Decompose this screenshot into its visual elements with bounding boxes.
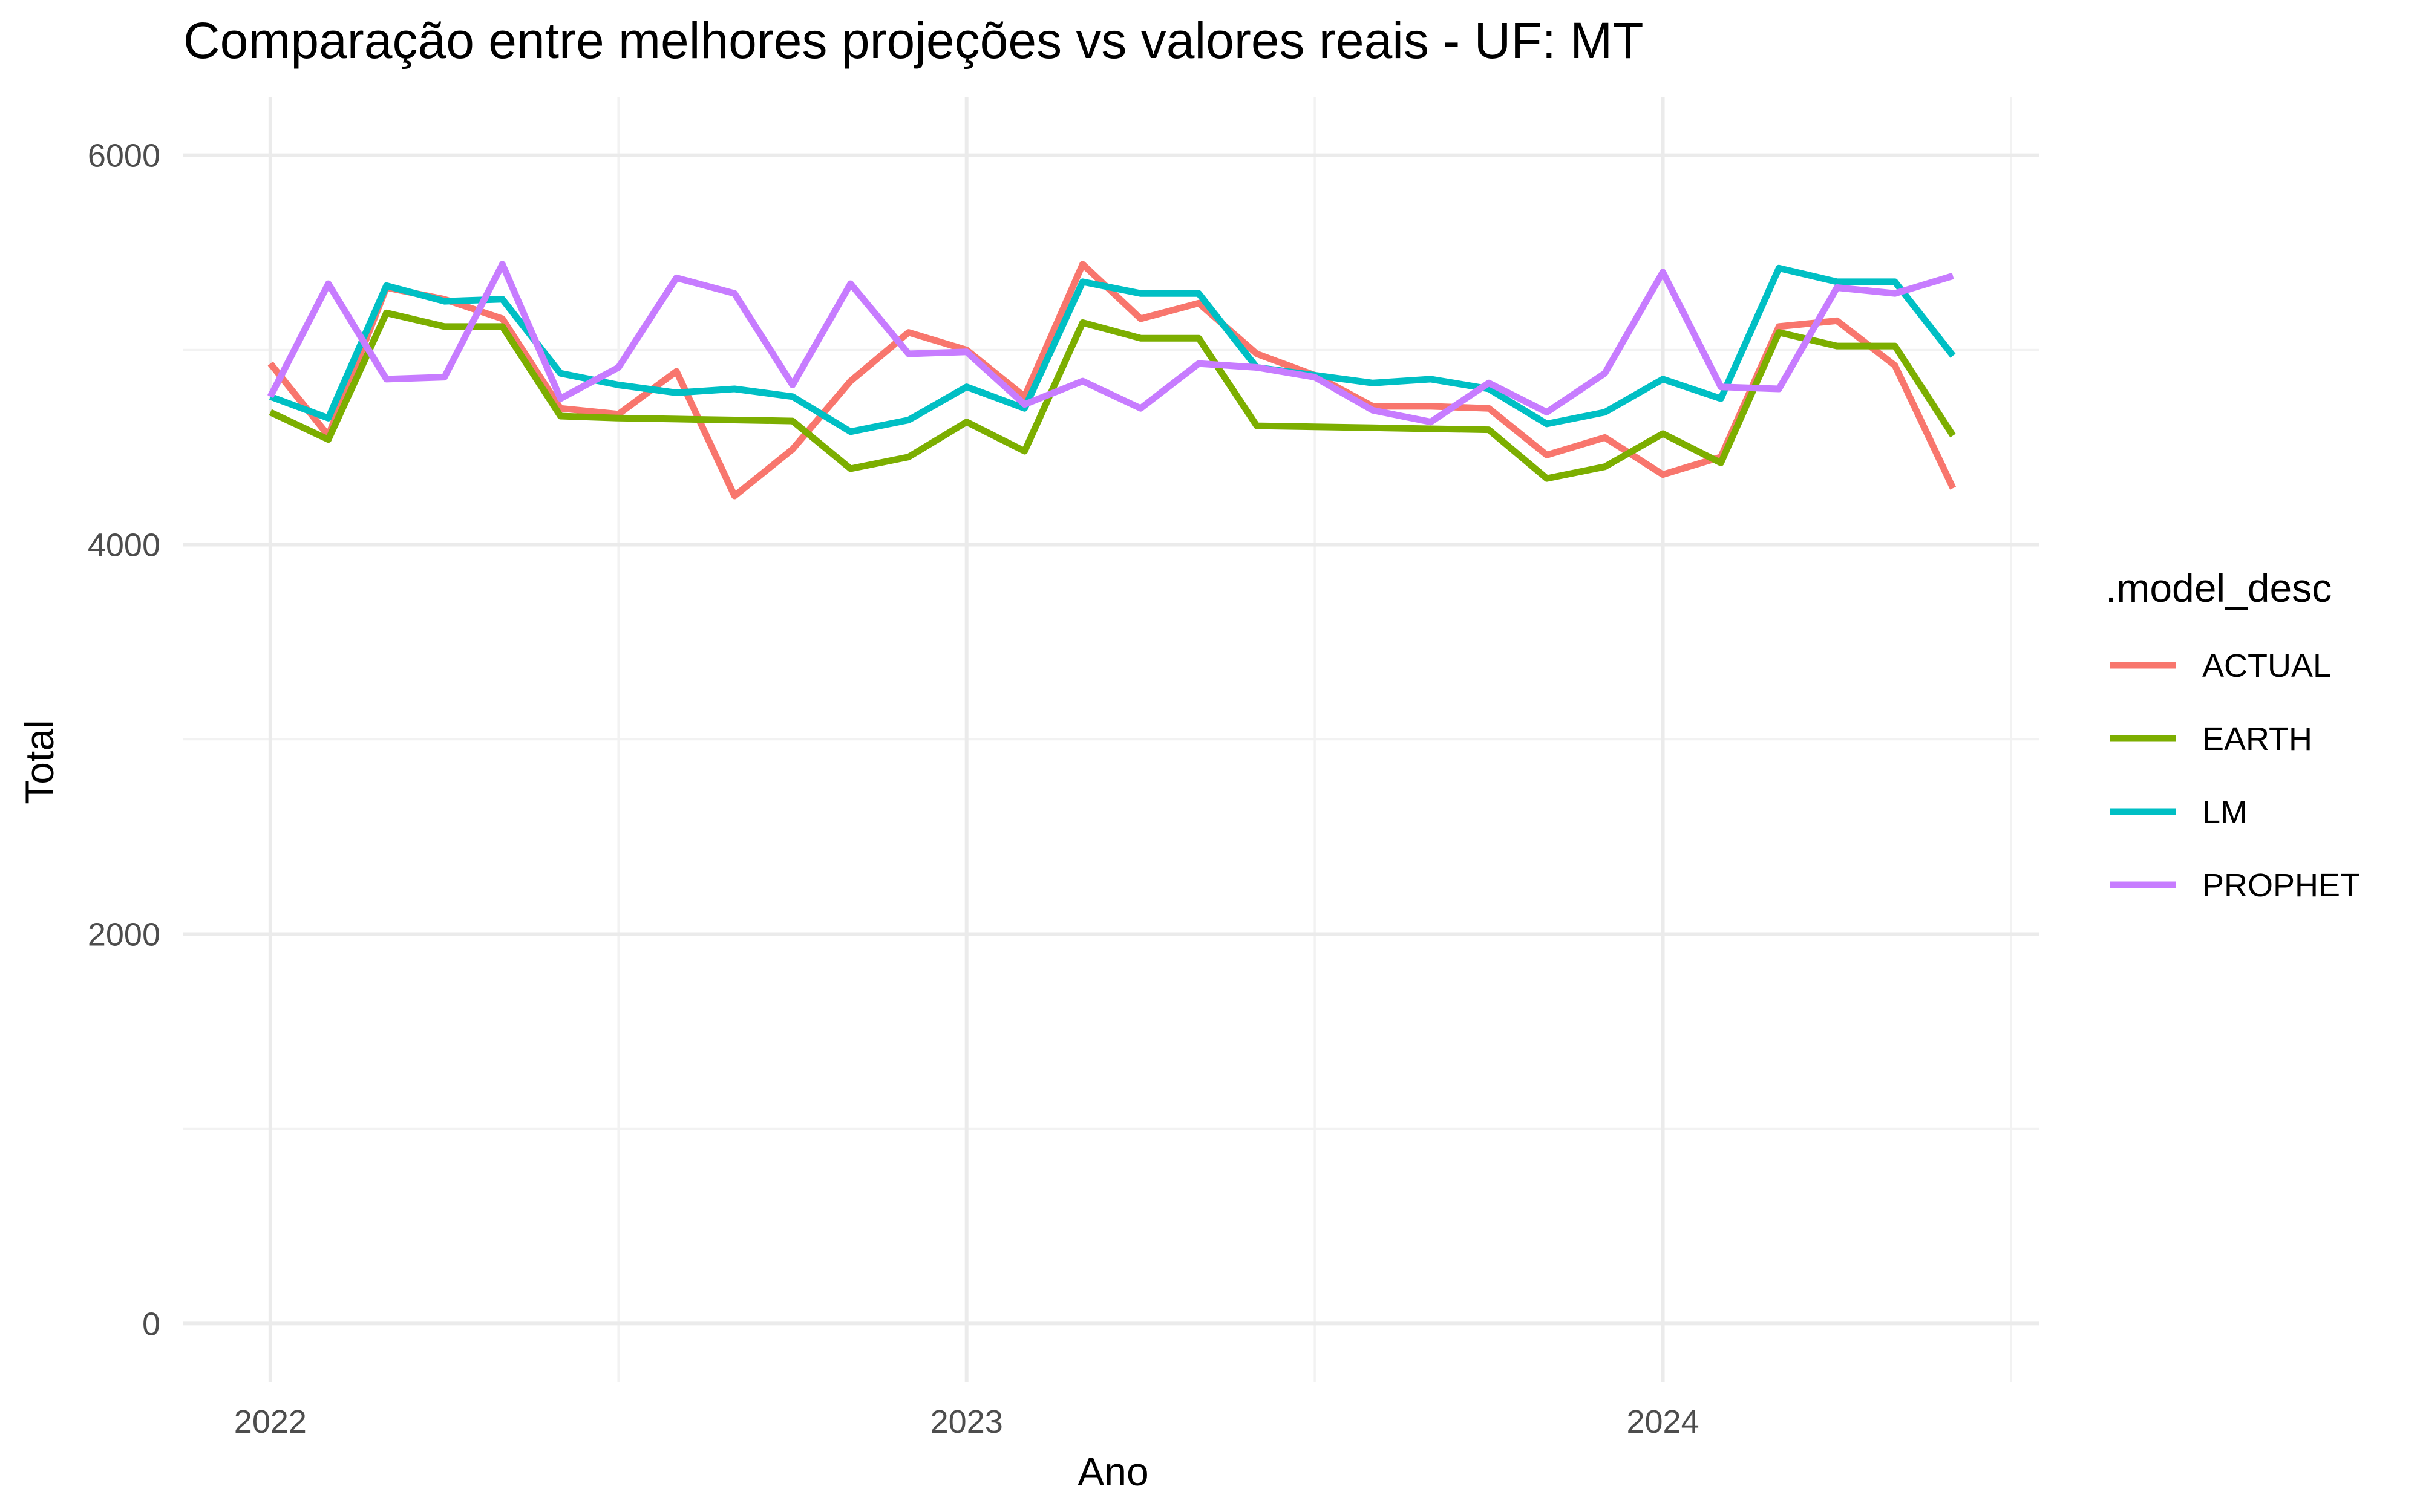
chart-title: Comparação entre melhores projeções vs v… — [183, 12, 1644, 69]
y-tick-label: 2000 — [88, 916, 160, 953]
legend: .model_desc ACTUAL EARTH LM PROPHET — [2105, 565, 2360, 904]
legend-label-lm: LM — [2202, 794, 2248, 830]
series-lines — [267, 261, 1957, 500]
series-line-lm — [269, 264, 1956, 435]
grid — [183, 97, 2039, 1382]
series-line-earth — [269, 309, 1956, 482]
legend-title: .model_desc — [2105, 565, 2332, 610]
x-axis-ticks: 2022 2023 2024 — [234, 1404, 1699, 1440]
x-tick-label: 2023 — [930, 1404, 1003, 1440]
series-line-actual — [267, 261, 1957, 500]
y-axis-ticks: 0 2000 4000 6000 — [88, 138, 160, 1343]
y-axis-title: Total — [17, 720, 62, 804]
series-line-prophet — [267, 261, 1954, 426]
y-tick-label: 6000 — [88, 138, 160, 174]
y-tick-label: 0 — [142, 1306, 160, 1342]
x-tick-label: 2024 — [1626, 1404, 1699, 1440]
legend-label-earth: EARTH — [2202, 721, 2312, 757]
legend-label-prophet: PROPHET — [2202, 867, 2360, 904]
x-tick-label: 2022 — [234, 1404, 307, 1440]
legend-items: ACTUAL EARTH LM PROPHET — [2110, 648, 2360, 904]
x-axis-title: Ano — [1078, 1449, 1148, 1494]
y-tick-label: 4000 — [88, 527, 160, 564]
legend-label-actual: ACTUAL — [2202, 648, 2331, 684]
